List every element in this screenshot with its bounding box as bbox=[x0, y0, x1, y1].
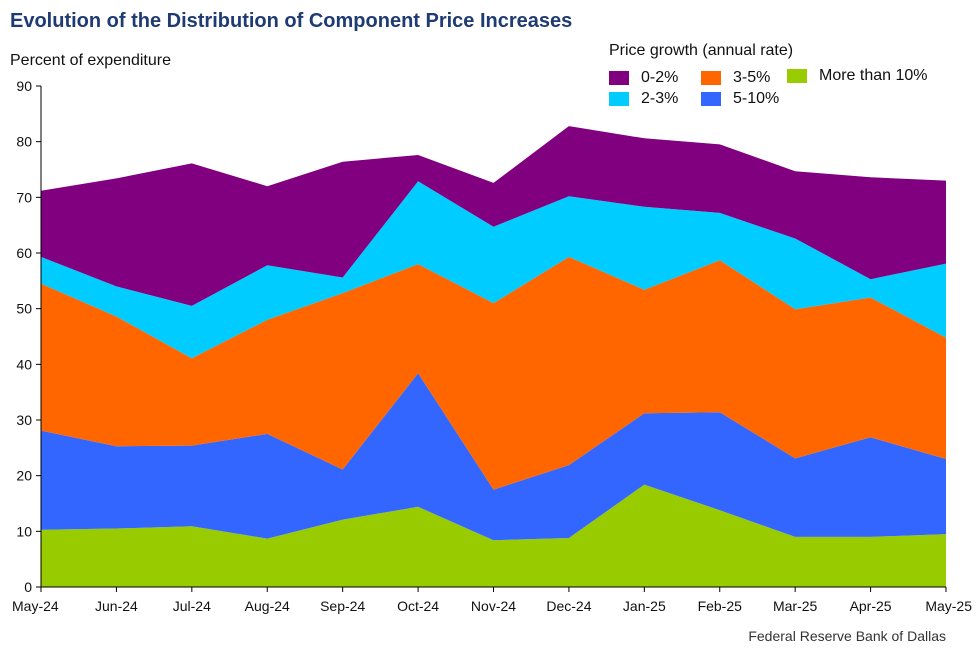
area-series-2-3 bbox=[41, 181, 946, 359]
legend-label: More than 10% bbox=[819, 67, 928, 84]
y-tick-label: 20 bbox=[16, 468, 32, 484]
x-tick-label: Jun-24 bbox=[95, 598, 138, 614]
x-tick-label: Jul-24 bbox=[173, 598, 211, 614]
legend-item-5-10: 5-10% bbox=[701, 90, 779, 108]
y-tick-label: 40 bbox=[16, 356, 32, 372]
source-credit: Federal Reserve Bank of Dallas bbox=[748, 628, 946, 644]
legend-swatch bbox=[701, 71, 721, 85]
y-tick-label: 0 bbox=[24, 579, 32, 595]
legend-item-more-than-10: More than 10% bbox=[787, 67, 928, 85]
legend-label: 5-10% bbox=[733, 90, 780, 107]
y-tick-label: 10 bbox=[16, 523, 32, 539]
x-tick-label: Dec-24 bbox=[546, 598, 591, 614]
x-tick-label: Oct-24 bbox=[397, 598, 439, 614]
legend-item-3-5: 3-5% bbox=[701, 69, 770, 87]
y-tick-label: 60 bbox=[16, 245, 32, 261]
area-series-5-10 bbox=[41, 373, 946, 541]
legend-swatch bbox=[609, 92, 629, 106]
legend-swatch bbox=[701, 92, 721, 106]
x-tick-label: Nov-24 bbox=[471, 598, 516, 614]
y-tick-label: 30 bbox=[16, 412, 32, 428]
legend-swatch bbox=[787, 69, 807, 83]
x-tick-label: Sep-24 bbox=[320, 598, 365, 614]
legend-swatch bbox=[609, 71, 629, 85]
legend-title: Price growth (annual rate) bbox=[609, 42, 794, 59]
legend-item-2-3: 2-3% bbox=[609, 90, 678, 108]
y-tick-label: 80 bbox=[16, 134, 32, 150]
y-tick-label: 90 bbox=[16, 78, 32, 94]
y-axis-label: Percent of expenditure bbox=[10, 52, 171, 69]
area-series-0-2 bbox=[41, 126, 946, 306]
x-tick-label: Apr-25 bbox=[850, 598, 892, 614]
area-series-more-than-10 bbox=[41, 484, 946, 587]
x-tick-label: May-24 bbox=[12, 598, 59, 614]
legend-label: 2-3% bbox=[641, 90, 679, 107]
x-tick-label: Aug-24 bbox=[245, 598, 290, 614]
legend-label: 3-5% bbox=[733, 69, 771, 86]
chart-title: Evolution of the Distribution of Compone… bbox=[10, 10, 573, 32]
y-tick-label: 50 bbox=[16, 301, 32, 317]
legend-item-0-2: 0-2% bbox=[609, 69, 678, 87]
x-tick-label: Feb-25 bbox=[698, 598, 743, 614]
x-tick-label: Mar-25 bbox=[773, 598, 818, 614]
y-tick-label: 70 bbox=[16, 189, 32, 205]
x-tick-label: May-25 bbox=[925, 598, 972, 614]
legend-label: 0-2% bbox=[641, 69, 679, 86]
x-tick-label: Jan-25 bbox=[623, 598, 666, 614]
area-series-3-5 bbox=[41, 256, 946, 490]
